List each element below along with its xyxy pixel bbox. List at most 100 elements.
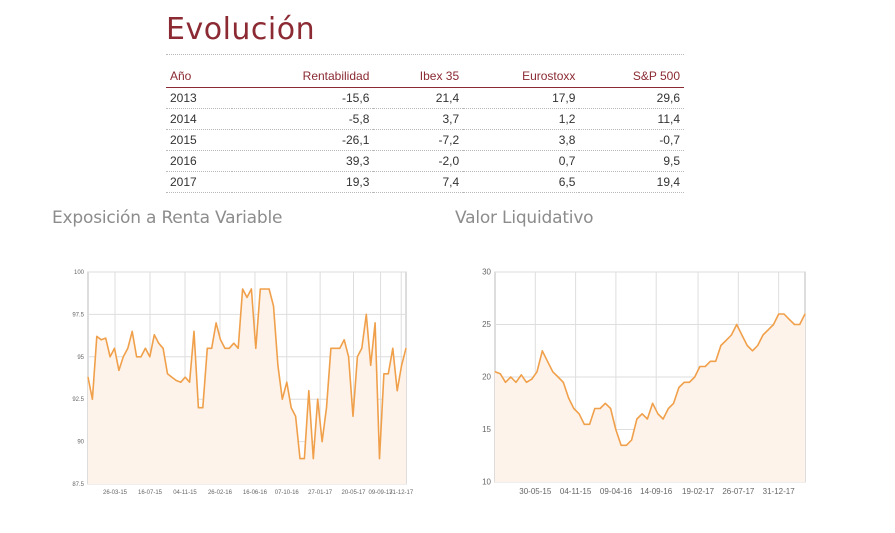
data-point [552,371,554,373]
column-header-eurostoxx: Eurostoxx [463,66,580,88]
x-tick-label: 09-09-17 [369,490,394,496]
table-row: 2014 -5,8 3,7 1,2 11,4 [166,108,684,130]
data-point [118,369,120,371]
data-point [374,322,376,324]
data-point [741,334,743,336]
table-cell: 17,9 [463,87,580,109]
data-point [109,356,111,358]
table-cell: -5,8 [231,108,374,130]
table-cell: 9,5 [579,150,684,172]
x-tick-label: 04-11-15 [560,487,592,496]
data-point [631,439,633,441]
table-cell: 6,5 [463,171,580,193]
page-title: Evolución [166,12,316,47]
data-point [725,339,727,341]
title-divider [166,54,684,55]
data-point [625,444,627,446]
data-point [105,337,107,339]
table-cell: 3,7 [373,108,464,130]
data-point [657,413,659,415]
x-tick-label: 14-09-16 [640,487,673,496]
data-point [788,318,790,320]
y-tick-label: 30 [482,268,491,277]
data-point [387,373,389,375]
y-tick-label: 100 [74,270,85,276]
data-point [531,378,533,380]
data-point [694,376,696,378]
y-tick-label: 90 [77,440,84,446]
y-tick-label: 95 [77,355,84,361]
data-point [299,458,301,460]
data-point [401,364,403,366]
x-tick-label: 09-04-16 [600,487,633,496]
data-point [568,397,570,399]
table-cell: -2,0 [373,150,464,172]
data-point [348,356,350,358]
data-point [793,323,796,326]
data-point [250,288,252,290]
data-point [589,423,591,425]
data-point [736,323,738,326]
data-point [321,441,323,443]
data-point [515,381,517,383]
data-point [166,373,169,375]
table-cell: -15,6 [231,87,374,109]
data-point [378,458,381,460]
data-point [242,288,244,290]
data-point [636,418,638,420]
data-point [365,313,367,315]
column-header-year: Año [166,66,232,88]
data-point [325,407,328,409]
data-point [330,347,332,349]
y-tick-label: 25 [482,320,491,329]
data-point [646,418,648,420]
data-point [295,415,297,417]
data-point [317,398,319,400]
table-cell: 21,4 [373,87,464,109]
data-point [383,373,385,375]
data-point [405,347,407,349]
y-tick-label: 87.5 [72,482,84,488]
data-point [272,305,275,307]
series-line [494,313,806,447]
table-row: 2017 19,3 7,4 6,5 19,4 [166,171,684,193]
x-tick-label: 20-05-17 [342,490,367,496]
table-cell: 11,4 [579,108,684,130]
exposicion-chart: 87.5 90 92.5 95 97.5 100 26-03-15 16-07-15 04-11… [72,270,414,496]
data-point [211,347,213,349]
data-point [688,381,690,383]
data-point [246,296,248,298]
data-point [504,381,507,383]
data-point [153,334,155,336]
data-point [224,347,226,349]
data-point [339,347,341,349]
data-point [583,423,585,425]
x-tick-label: 19-02-17 [682,487,715,496]
data-point [127,347,129,349]
data-point [149,356,151,358]
data-point [772,323,775,326]
data-point [599,407,601,410]
table-row: 2015 -26,1 -7,2 3,8 -0,7 [166,129,684,151]
valor-liquidativo-chart: 10 15 20 25 30 30-05-15 04-11-15 09-04-16 14-09-… [482,268,806,496]
data-point [396,390,398,392]
data-point [334,347,336,349]
x-tick-label: 26-07-17 [722,487,755,496]
data-point [673,402,675,404]
y-tick-label: 15 [482,425,491,434]
data-point [704,365,706,368]
table-row: 2013 -15,6 21,4 17,9 29,6 [166,87,684,109]
data-point [206,347,208,349]
data-point [140,356,142,358]
table-cell: 3,8 [463,129,580,151]
table-cell: 2013 [166,87,232,109]
data-point [215,322,217,324]
data-point [131,330,133,332]
table-cell: 2017 [166,171,232,193]
y-tick-label: 92.5 [72,397,84,403]
data-point [620,444,622,446]
data-point [683,381,685,383]
data-point [144,347,146,349]
column-header-rentabilidad: Rentabilidad [231,66,374,88]
data-point [233,342,235,344]
